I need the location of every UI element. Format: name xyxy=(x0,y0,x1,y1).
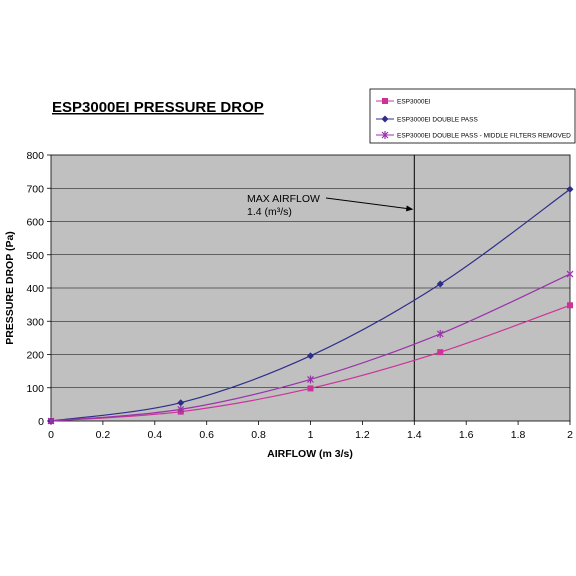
x-axis-title: AIRFLOW (m 3/s) xyxy=(267,448,353,460)
x-tick-label: 1.8 xyxy=(511,429,526,441)
data-point xyxy=(307,352,314,360)
data-point xyxy=(436,329,444,338)
legend-swatch-marker xyxy=(381,131,389,139)
legend: ESP3000EI ESP3000EI DOUBLE PASS ESP3000EI … xyxy=(369,88,576,144)
data-point xyxy=(567,302,573,309)
data-point xyxy=(437,349,444,356)
series-layer xyxy=(47,185,574,425)
annotation-line1: MAX AIRFLOW xyxy=(247,193,320,205)
x-tick-label: 1.6 xyxy=(459,429,474,441)
legend-swatch-marker xyxy=(381,115,389,123)
axes: 0 100 200 300 400 500 600 700 800 0 0.2 0.4 0.6 0.8 1 1… xyxy=(26,150,573,441)
y-tick-label: 600 xyxy=(26,217,44,229)
legend-item: ESP3000EI xyxy=(376,98,431,106)
series-2 xyxy=(47,185,574,425)
y-tick-label: 0 xyxy=(38,416,44,428)
data-point xyxy=(566,185,574,193)
x-tick-label: 2 xyxy=(567,429,573,441)
data-point xyxy=(566,270,574,279)
y-tick-label: 400 xyxy=(26,283,44,295)
series-3 xyxy=(47,270,574,425)
legend-box xyxy=(369,88,576,144)
y-tick-label: 100 xyxy=(26,383,44,395)
legend-swatch-marker xyxy=(382,98,388,104)
x-tick-label: 0.8 xyxy=(251,429,266,441)
chart-title: ESP3000EI PRESSURE DROP xyxy=(52,99,264,116)
annotation-line2: 1.4 (m³/s) xyxy=(247,206,292,218)
annotation: MAX AIRFLOW 1.4 (m³/s) xyxy=(247,155,415,421)
legend-label: ESP3000EI xyxy=(397,99,431,106)
legend-item: ESP3000EI DOUBLE PASS - MIDDLE FILTERS R… xyxy=(376,131,571,140)
y-tick-label: 500 xyxy=(26,250,44,262)
max-airflow-arrow xyxy=(325,197,414,212)
x-tick-label: 0 xyxy=(48,429,54,441)
x-tick-label: 0.6 xyxy=(199,429,214,441)
y-tick-label: 800 xyxy=(26,150,44,162)
legend-label: ESP3000EI DOUBLE PASS xyxy=(397,117,478,124)
x-tick-label: 1.2 xyxy=(355,429,370,441)
data-point xyxy=(47,417,55,425)
data-point xyxy=(307,375,314,384)
data-point xyxy=(307,385,314,392)
x-tick-label: 0.4 xyxy=(147,429,162,441)
y-axis-title: PRESSURE DROP (Pa) xyxy=(4,231,16,345)
y-tick-label: 700 xyxy=(26,183,44,195)
x-tick-label: 1 xyxy=(308,429,314,441)
data-point xyxy=(177,399,185,407)
data-point xyxy=(436,280,444,288)
gridlines xyxy=(51,187,570,389)
x-tick-label: 1.4 xyxy=(407,429,422,441)
y-tick-label: 300 xyxy=(26,316,44,328)
y-tick-label: 200 xyxy=(26,350,44,362)
x-tick-label: 0.2 xyxy=(96,429,111,441)
legend-item: ESP3000EI DOUBLE PASS xyxy=(376,115,478,124)
legend-label: ESP3000EI DOUBLE PASS - MIDDLE FILTERS R… xyxy=(397,133,571,140)
data-point xyxy=(177,405,185,414)
